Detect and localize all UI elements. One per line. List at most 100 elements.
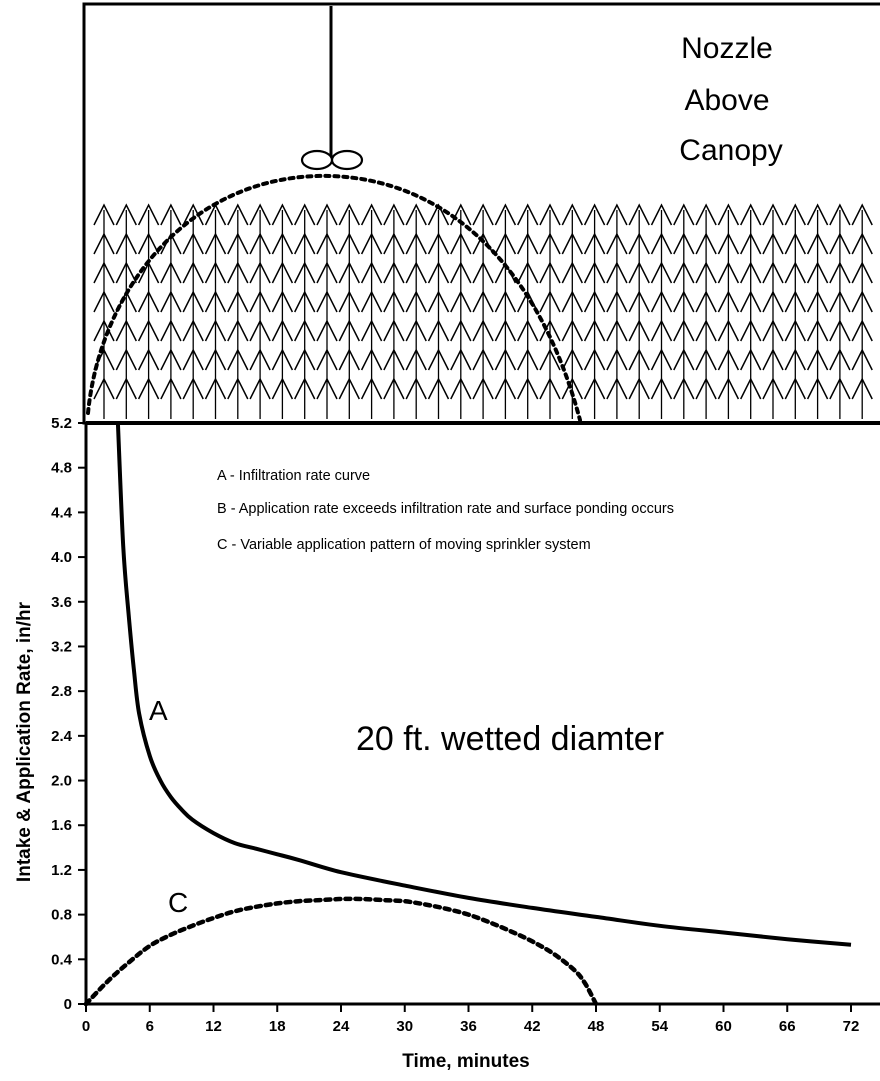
crop-plant-icon — [316, 203, 338, 419]
nozzle-label-line3: Canopy — [679, 134, 782, 167]
crop-plant-icon — [137, 203, 160, 419]
x-tick-label: 54 — [651, 1018, 668, 1035]
x-tick-label: 42 — [524, 1018, 541, 1035]
y-tick-label: 1.6 — [51, 817, 72, 834]
crop-plant-icon — [784, 203, 806, 419]
x-tick-label: 66 — [779, 1018, 796, 1035]
crop-leaves — [227, 203, 249, 400]
crop-leaves — [360, 203, 383, 400]
x-tick-label: 24 — [333, 1018, 350, 1035]
wetted-diameter-annotation: 20 ft. wetted diamter — [356, 720, 664, 758]
crop-leaves — [673, 203, 695, 400]
crop-leaves — [450, 203, 472, 400]
crop-plant-icon — [294, 203, 316, 419]
crop-plant-icon — [160, 203, 182, 419]
x-tick-label: 72 — [843, 1018, 860, 1035]
crop-leaves — [650, 203, 673, 400]
crop-plant-icon — [450, 203, 472, 419]
y-tick-label: 0 — [64, 996, 72, 1013]
crop-plant-icon — [427, 203, 450, 419]
crop-plant-icon — [762, 203, 784, 419]
crop-leaves — [851, 203, 873, 400]
crop-plant-icon — [583, 203, 606, 419]
crop-plant-icon — [360, 203, 383, 419]
text-group: Nozzle Above Canopy A - Infiltration rat… — [14, 32, 783, 1072]
crop-leaves — [249, 203, 271, 400]
crop-leaves — [606, 203, 628, 400]
x-tick-label: 30 — [396, 1018, 413, 1035]
crop-plant-icon — [695, 203, 717, 419]
crop-leaves — [829, 203, 851, 400]
crop-plant-icon — [494, 203, 517, 419]
x-axis-title: Time, minutes — [402, 1051, 529, 1072]
crop-plant-icon — [517, 203, 539, 419]
crop-plant-icon — [539, 203, 561, 419]
crop-plant-icon — [740, 203, 762, 419]
crop-plant-icon — [829, 203, 851, 419]
y-tick-label: 0.4 — [51, 951, 73, 968]
y-tick-label: 1.2 — [51, 862, 72, 879]
y-tick-label: 2.8 — [51, 683, 72, 700]
crop-plant-icon — [472, 203, 494, 419]
crop-rows — [93, 203, 873, 419]
crop-leaves — [806, 203, 829, 400]
canopy-frame — [82, 2, 880, 425]
crop-leaves — [740, 203, 762, 400]
nozzle-label-line1: Nozzle — [681, 32, 773, 65]
nozzle-label-line2: Above — [684, 84, 769, 117]
x-tick-label: 36 — [460, 1018, 477, 1035]
x-tick-label: 0 — [82, 1018, 90, 1035]
crop-leaves — [717, 203, 740, 400]
crop-leaves — [182, 203, 204, 400]
legend-entry-c: C - Variable application pattern of movi… — [217, 537, 591, 553]
crop-plant-icon — [851, 203, 873, 419]
y-axis-title: Intake & Application Rate, in/hr — [14, 601, 35, 882]
crop-leaves — [93, 203, 115, 400]
crop-plant-icon — [717, 203, 740, 419]
crop-leaves — [539, 203, 561, 400]
crop-leaves — [561, 203, 583, 400]
crop-plant-icon — [561, 203, 583, 419]
crop-plant-icon — [204, 203, 227, 419]
legend-entry-b: B - Application rate exceeds infiltratio… — [217, 501, 674, 517]
crop-plant-icon — [383, 203, 405, 419]
y-tick-label: 0.8 — [51, 907, 72, 924]
canopy-panel — [82, 2, 880, 425]
y-tick-label: 5.2 — [51, 415, 72, 432]
y-tick-label: 2.0 — [51, 773, 72, 790]
y-tick-label: 2.4 — [51, 728, 73, 745]
crop-leaves — [583, 203, 606, 400]
axes: 0 6 12 18 24 30 36 42 48 54 60 66 72 0 0.4 0.8 1.2 1.6 2.0… — [51, 415, 880, 1035]
crop-leaves — [517, 203, 539, 400]
crop-plant-icon — [673, 203, 695, 419]
crop-plant-icon — [271, 203, 294, 419]
crop-leaves — [338, 203, 360, 400]
crop-plant-icon — [227, 203, 249, 419]
crop-leaves — [405, 203, 427, 400]
crop-leaves — [383, 203, 405, 400]
series-a-line — [115, 422, 852, 947]
crop-leaves — [316, 203, 338, 400]
series-c-label: C — [168, 887, 188, 918]
crop-plant-icon — [628, 203, 650, 419]
series-group — [83, 422, 852, 1007]
x-tick-label: 6 — [146, 1018, 154, 1035]
x-tick-label: 12 — [205, 1018, 222, 1035]
legend-entry-a: A - Infiltration rate curve — [217, 468, 370, 484]
crop-leaves — [762, 203, 784, 400]
series-c-line — [83, 896, 599, 1007]
crop-plant-icon — [115, 203, 137, 419]
crop-leaves — [160, 203, 182, 400]
crop-leaves — [628, 203, 650, 400]
crop-leaves — [695, 203, 717, 400]
crop-leaves — [294, 203, 316, 400]
y-tick-label: 3.2 — [51, 638, 72, 655]
crop-leaves — [271, 203, 294, 400]
x-tick-label: 48 — [588, 1018, 605, 1035]
nozzle-icon-right — [330, 149, 364, 171]
crop-plant-icon — [650, 203, 673, 419]
crop-plant-icon — [405, 203, 427, 419]
y-tick-label: 4.8 — [51, 460, 72, 477]
y-tick-label: 3.6 — [51, 594, 72, 611]
